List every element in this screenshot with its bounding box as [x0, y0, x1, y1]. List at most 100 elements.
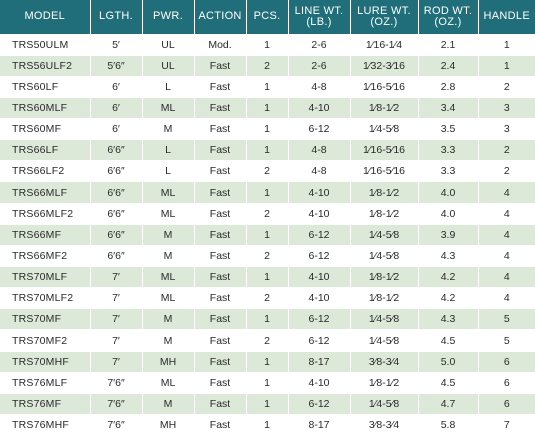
header-handle: HANDLE [478, 0, 535, 34]
cell-handle: 3 [478, 118, 535, 140]
cell-lure-weight: 3⁄8-3⁄4 [350, 350, 419, 373]
cell-lure-weight: 1⁄4-5⁄8 [350, 223, 419, 246]
cell-length: 6′6″ [90, 139, 143, 161]
cell-line-weight: 4-10 [288, 371, 351, 394]
cell-action: Fast [194, 329, 247, 352]
cell-rod-weight: 4.0 [418, 202, 479, 225]
cell-pieces: 1 [246, 266, 289, 288]
cell-pieces: 1 [246, 181, 289, 204]
cell-action: Fast [194, 96, 247, 119]
cell-rod-weight: 5.0 [418, 350, 479, 373]
cell-rod-weight: 4.3 [418, 308, 479, 330]
cell-rod-weight: 3.3 [418, 160, 479, 182]
cell-rod-weight: 3.5 [418, 118, 479, 140]
cell-handle: 1 [478, 54, 535, 77]
table-row: TRS70MLF2 7′ ML Fast 2 4-10 1⁄8-1⁄2 4.2 4 [0, 287, 535, 309]
cell-lure-weight: 1⁄4-5⁄8 [350, 118, 419, 140]
cell-line-weight: 6-12 [288, 118, 351, 140]
cell-model: TRS76MF [0, 392, 91, 415]
cell-rod-weight: 4.2 [418, 266, 479, 288]
cell-handle: 7 [478, 414, 535, 436]
cell-pieces: 2 [246, 160, 289, 182]
cell-rod-weight: 4.2 [418, 287, 479, 309]
cell-rod-weight: 4.5 [418, 329, 479, 352]
table-row: TRS60MF 6′ M Fast 1 6-12 1⁄4-5⁄8 3.5 3 [0, 118, 535, 140]
table-row: TRS70MLF 7′ ML Fast 1 4-10 1⁄8-1⁄2 4.2 4 [0, 266, 535, 288]
cell-line-weight: 6-12 [288, 392, 351, 415]
table-row: TRS66MLF2 6′6″ ML Fast 2 4-10 1⁄8-1⁄2 4.0 4 [0, 202, 535, 225]
table-row: TRS66LF 6′6″ L Fast 1 4-8 1⁄16-5⁄16 3.3 2 [0, 139, 535, 161]
cell-line-weight: 6-12 [288, 223, 351, 246]
cell-handle: 4 [478, 202, 535, 225]
cell-power: UL [142, 54, 195, 77]
cell-action: Fast [194, 308, 247, 330]
header-pieces: PCS. [246, 0, 289, 34]
header-lure-weight: LURE WT. (OZ.) [350, 0, 419, 34]
cell-model: TRS56ULF2 [0, 54, 91, 77]
cell-power: ML [142, 181, 195, 204]
cell-rod-weight: 2.4 [418, 54, 479, 77]
cell-lure-weight: 1⁄16-5⁄16 [350, 75, 419, 98]
cell-pieces: 1 [246, 96, 289, 119]
cell-power: L [142, 160, 195, 182]
cell-length: 7′ [90, 329, 143, 352]
header-line-weight: LINE WT. (LB.) [288, 0, 351, 34]
cell-action: Fast [194, 266, 247, 288]
cell-power: M [142, 223, 195, 246]
cell-model: TRS70MF [0, 308, 91, 330]
cell-lure-weight: 1⁄8-1⁄2 [350, 181, 419, 204]
cell-line-weight: 4-10 [288, 202, 351, 225]
cell-action: Fast [194, 350, 247, 373]
table-row: TRS60LF 6′ L Fast 1 4-8 1⁄16-5⁄16 2.8 2 [0, 75, 535, 98]
cell-length: 5′ [90, 33, 143, 56]
cell-action: Fast [194, 371, 247, 394]
cell-line-weight: 2-6 [288, 54, 351, 77]
cell-line-weight: 6-12 [288, 244, 351, 267]
cell-action: Fast [194, 202, 247, 225]
cell-length: 7′6″ [90, 414, 143, 436]
cell-length: 5′6″ [90, 54, 143, 77]
cell-power: ML [142, 371, 195, 394]
cell-handle: 3 [478, 96, 535, 119]
cell-power: M [142, 308, 195, 330]
cell-length: 6′6″ [90, 223, 143, 246]
table-row: TRS56ULF2 5′6″ UL Fast 2 2-6 1⁄32-3⁄16 2.4 1 [0, 54, 535, 77]
cell-model: TRS60MF [0, 118, 91, 140]
cell-line-weight: 4-10 [288, 181, 351, 204]
cell-pieces: 2 [246, 54, 289, 77]
cell-handle: 4 [478, 223, 535, 246]
cell-action: Fast [194, 118, 247, 140]
cell-power: ML [142, 202, 195, 225]
cell-power: M [142, 392, 195, 415]
cell-line-weight: 8-17 [288, 350, 351, 373]
cell-power: M [142, 118, 195, 140]
cell-pieces: 2 [246, 244, 289, 267]
cell-action: Fast [194, 392, 247, 415]
cell-length: 7′ [90, 308, 143, 330]
cell-action: Fast [194, 75, 247, 98]
table-row: TRS76MF 7′6″ M Fast 1 6-12 1⁄4-5⁄8 4.7 6 [0, 392, 535, 415]
cell-model: TRS66MLF [0, 181, 91, 204]
cell-rod-weight: 3.4 [418, 96, 479, 119]
cell-pieces: 1 [246, 118, 289, 140]
header-row: MODEL LGTH. PWR. ACTION PCS. LINE WT. (L… [0, 0, 535, 34]
table-row: TRS70MF2 7′ M Fast 2 6-12 1⁄4-5⁄8 4.5 5 [0, 329, 535, 352]
cell-model: TRS70MLF2 [0, 287, 91, 309]
cell-pieces: 1 [246, 414, 289, 436]
table-row: TRS70MHF 7′ MH Fast 1 8-17 3⁄8-3⁄4 5.0 6 [0, 350, 535, 373]
cell-handle: 2 [478, 160, 535, 182]
cell-action: Fast [194, 287, 247, 309]
table-row: TRS76MHF 7′6″ MH Fast 1 8-17 3⁄8-3⁄4 5.8 7 [0, 414, 535, 436]
cell-lure-weight: 1⁄8-1⁄2 [350, 371, 419, 394]
cell-handle: 2 [478, 139, 535, 161]
cell-length: 6′6″ [90, 160, 143, 182]
cell-action: Fast [194, 244, 247, 267]
cell-action: Mod. [194, 33, 247, 56]
cell-lure-weight: 1⁄4-5⁄8 [350, 392, 419, 415]
cell-lure-weight: 1⁄8-1⁄2 [350, 266, 419, 288]
cell-action: Fast [194, 160, 247, 182]
cell-line-weight: 6-12 [288, 329, 351, 352]
cell-length: 6′6″ [90, 244, 143, 267]
cell-lure-weight: 1⁄8-1⁄2 [350, 96, 419, 119]
